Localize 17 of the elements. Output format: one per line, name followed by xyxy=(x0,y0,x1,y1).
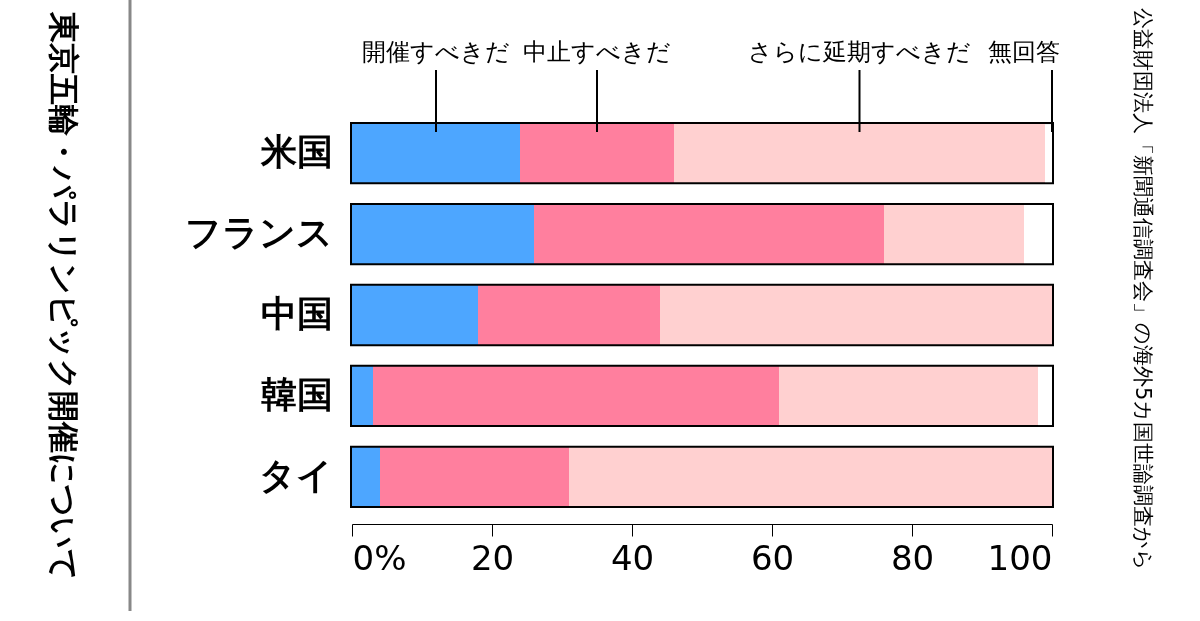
y-tick-label: 中国 xyxy=(260,293,333,334)
y-tick-label: 韓国 xyxy=(260,373,333,415)
x-tick-label: 40 xyxy=(610,537,655,578)
x-tick-label: 60 xyxy=(750,537,795,578)
text: 無回答 xyxy=(988,38,1060,66)
x-tick-label: 0% xyxy=(352,537,407,578)
x-tick-label: 80 xyxy=(890,537,935,578)
x-tick-label: 20 xyxy=(470,537,515,578)
x-tick-label: 100 xyxy=(987,537,1053,578)
text: 開催すべきだ xyxy=(362,38,510,66)
text: 東京五輪・パラリンピック開催について xyxy=(46,11,82,581)
text: 中止すべきだ xyxy=(523,38,671,66)
y-tick-label: フランス xyxy=(184,212,333,254)
y-tick-label: タイ xyxy=(258,454,333,496)
y-tick-label: 米国 xyxy=(259,131,333,173)
text: さらに延期すべきだ xyxy=(748,38,971,66)
text: 公益財団法人「新聞通信調査会」の海外5カ国世論調査から xyxy=(1131,8,1155,572)
